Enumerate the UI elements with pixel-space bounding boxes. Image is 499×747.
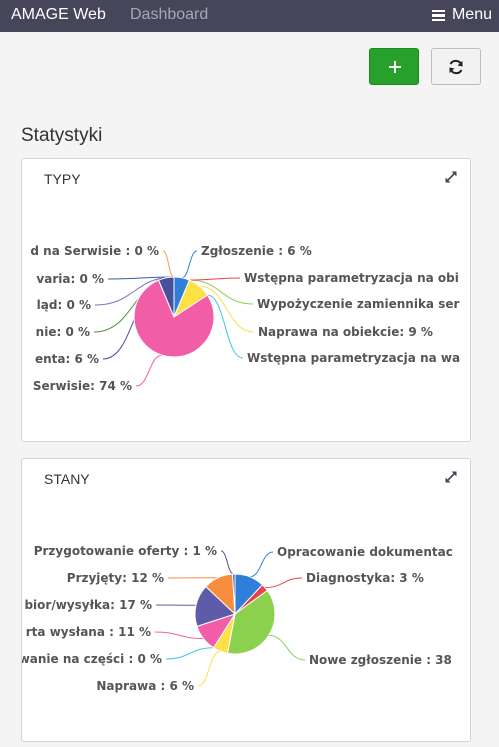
- pie-label: Diagnostyka: 3 %: [306, 571, 424, 585]
- pie-connector: [268, 634, 306, 661]
- pie-label: wanie na części : 0 %: [22, 652, 162, 666]
- pie-label: Serwisie: 74 %: [33, 379, 132, 393]
- pie-label: bior/wysyłka: 17 %: [24, 598, 152, 612]
- navbar: AMAGE Web Dashboard Menu: [0, 0, 499, 32]
- pie-slice[interactable]: [231, 573, 236, 615]
- pie-slice[interactable]: [226, 589, 276, 655]
- pie-slice[interactable]: [157, 276, 175, 318]
- expand-icon[interactable]: [444, 470, 458, 484]
- pie-label: Wypożyczenie zamiennika ser: [257, 297, 459, 311]
- pie-connector: [220, 550, 234, 575]
- pie-label: enta: 6 %: [35, 352, 99, 366]
- pie-label: Przyjęty: 12 %: [67, 571, 164, 585]
- pie-label: Naprawa na obiekcie: 9 %: [258, 325, 433, 339]
- pie-connector: [135, 354, 163, 387]
- pie-slice[interactable]: [133, 279, 215, 358]
- menu-button[interactable]: Menu: [431, 6, 492, 24]
- pie-connector: [197, 650, 221, 687]
- pie-slice[interactable]: [194, 585, 236, 627]
- pie-label: rta wysłana : 11 %: [26, 625, 151, 639]
- expand-icon[interactable]: [444, 170, 458, 184]
- pie-label: varia: 0 %: [36, 272, 104, 286]
- pie-connector: [199, 285, 255, 333]
- add-button[interactable]: [369, 48, 419, 85]
- pie-label: Nowe zgłoszenie : 38: [309, 653, 452, 667]
- stats-panel-states: STANY Opracowanie dokumentac Diagnostyka:…: [21, 458, 471, 742]
- refresh-button[interactable]: [431, 48, 481, 85]
- refresh-icon: [449, 59, 463, 75]
- pie-connector: [165, 647, 214, 660]
- pie-connector: [249, 551, 274, 578]
- pie-label: nie: 0 %: [36, 325, 90, 339]
- pie-label: Zgłoszenie : 6 %: [201, 244, 312, 258]
- page-title: Statystyki: [21, 125, 103, 146]
- pie-connector: [207, 294, 244, 359]
- panel-title: STANY: [44, 471, 90, 487]
- pie-label: d na Serwisie : 0 %: [30, 244, 159, 258]
- pie-connector: [162, 250, 175, 278]
- pie-label: ląd: 0 %: [37, 298, 91, 312]
- pie-label: Wstępna parametryzacja na obi: [244, 271, 459, 285]
- pie-connector: [154, 631, 204, 640]
- stats-panel-types: TYPY Zgłoszenie : 6 % Wstępna parametryza…: [21, 158, 471, 442]
- pie-label: Wstępna parametryzacja na wa: [247, 351, 460, 365]
- pie-label: Opracowanie dokumentac: [277, 545, 453, 559]
- pie-label: Przygotowanie oferty : 1 %: [34, 544, 217, 558]
- pie-chart-types: Zgłoszenie : 6 % Wstępna parametryzacja n…: [30, 244, 460, 393]
- pie-connector: [181, 250, 198, 279]
- pie-connector: [189, 279, 254, 305]
- pie-label: Naprawa : 6 %: [96, 679, 194, 693]
- nav-link-dashboard[interactable]: Dashboard: [130, 6, 209, 23]
- pie-connector: [265, 577, 303, 589]
- pie-connector: [189, 277, 241, 281]
- panel-title: TYPY: [44, 171, 81, 187]
- pie-chart-states: Opracowanie dokumentac Diagnostyka: 3 % No…: [22, 544, 453, 693]
- menu-label: Menu: [451, 6, 492, 23]
- brand-link[interactable]: AMAGE Web: [11, 6, 106, 23]
- hamburger-icon: [431, 9, 445, 21]
